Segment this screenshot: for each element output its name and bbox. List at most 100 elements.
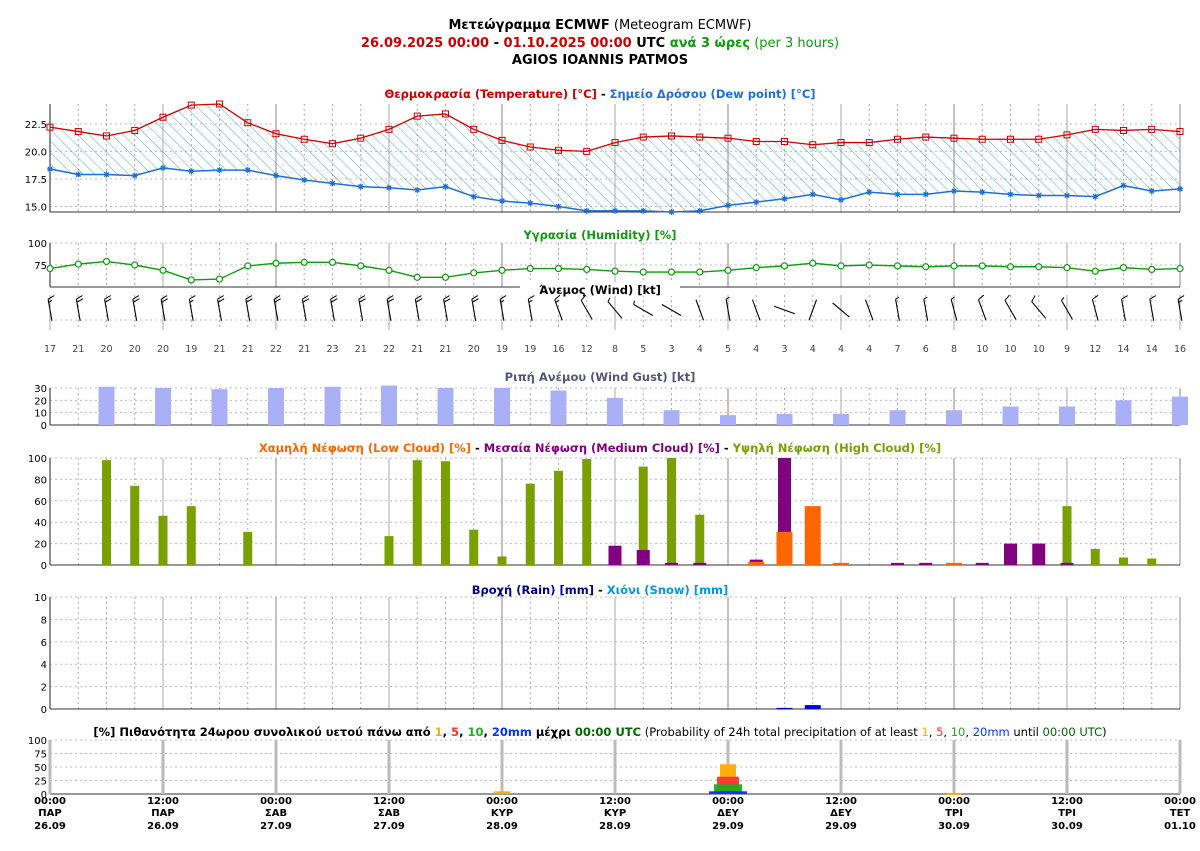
gust-title-part-0: Ριπή Ανέμου (Wind Gust) [kt] — [505, 370, 696, 384]
medium-cloud-bar-31 — [919, 562, 933, 565]
temp-point-3 — [131, 126, 139, 134]
dew-point-5 — [188, 168, 195, 175]
wind-barb-flag-0-0 — [47, 295, 55, 300]
wind-speed-2: 20 — [100, 344, 112, 355]
wind-barb-8 — [273, 295, 281, 321]
wind-barb-16 — [499, 295, 507, 321]
wind-barb-flag-11-1 — [359, 298, 366, 303]
dew-point-13 — [414, 186, 421, 193]
rain-ytick-5: 10 — [34, 593, 47, 604]
prob-title-part-6: , — [483, 725, 491, 739]
temp-point-36 — [1063, 131, 1071, 139]
dew-point-15 — [470, 193, 477, 200]
humidity-point-12 — [385, 266, 393, 274]
gust-bar-8 — [268, 388, 284, 425]
medium-cloud-bar-30 — [891, 562, 904, 565]
gust-bar-22 — [663, 410, 680, 425]
temp-point-20 — [611, 139, 619, 147]
wind-barb-flag-16-0 — [499, 295, 507, 300]
dew-point-30 — [894, 191, 901, 198]
time-tick-date-5: 28.09 — [599, 821, 631, 832]
wind-speed-23: 4 — [697, 344, 703, 355]
wind-speed-1: 21 — [72, 344, 84, 355]
prob-title-part-0: [%] Πιθανότητα 24ωρου συνολικού υετού πά… — [93, 725, 434, 739]
humidity-point-10 — [328, 258, 337, 266]
dew-point-7 — [244, 167, 251, 174]
wind-speed-35: 10 — [1033, 344, 1045, 355]
wind-barb-staff-33 — [977, 299, 987, 321]
prob-title-part-3: 5 — [451, 725, 459, 739]
gust-bar-32 — [946, 410, 962, 425]
time-tick-day-4: ΚΥΡ — [491, 808, 513, 819]
wind-barb-29 — [864, 299, 874, 321]
wind-barb-staff-7 — [245, 299, 251, 321]
cloud-title-part-3: - — [720, 441, 733, 455]
wind-barb-staff-0 — [47, 299, 53, 321]
wind-barb-staff-18 — [554, 299, 563, 321]
wind-speed-18: 16 — [552, 344, 564, 355]
wind-barb-staff-32 — [950, 299, 958, 321]
temperature-line — [49, 103, 1181, 153]
temp-point-12 — [385, 125, 393, 133]
wind-barb-staff-37 — [1091, 299, 1099, 321]
wind-title-part-0: Άνεμος (Wind) [kt] — [539, 283, 661, 297]
wind-barb-staff-39 — [1149, 299, 1155, 321]
rain-ytick-1: 2 — [41, 683, 47, 694]
wind-barb-flag-24-0 — [725, 296, 730, 300]
rain-title-part-2: Χιόνι (Snow) [mm] — [607, 583, 729, 597]
gust-bar-36 — [1059, 406, 1075, 425]
temp-point-39 — [1148, 125, 1156, 133]
humidity-point-19 — [583, 265, 591, 273]
wind-barb-staff-11 — [358, 299, 364, 321]
time-tick-date-2: 27.09 — [260, 821, 292, 832]
wind-speed-36: 9 — [1064, 344, 1070, 355]
wind-barb-22 — [661, 304, 682, 316]
humidity-point-5 — [187, 276, 195, 284]
rain-ytick-2: 4 — [41, 660, 47, 671]
humidity-point-39 — [1148, 265, 1156, 273]
title-english: (Meteogram ECMWF) — [613, 18, 752, 33]
humidity-point-40 — [1176, 264, 1184, 273]
wind-barb-24 — [725, 296, 731, 321]
high-cloud-bar-18 — [554, 470, 563, 565]
dew-point-37 — [1092, 193, 1099, 200]
temp-ytick-3: 22.5 — [25, 120, 47, 131]
wind-speed-10: 23 — [326, 344, 338, 355]
wind-barb-flag-37-0 — [1092, 294, 1099, 300]
prob-1mm-bar-4 — [494, 791, 510, 794]
humidity-point-20 — [611, 267, 619, 275]
wind-barb-flag-11-0 — [358, 295, 366, 300]
prob-grid: 0 25 50 75 100 — [28, 736, 1180, 801]
cloud-ytick-4: 80 — [34, 475, 47, 486]
medium-cloud-bar-35 — [1032, 543, 1046, 565]
wind-barb-staff-25 — [751, 299, 761, 321]
wind-barb-flag-17-1 — [528, 299, 533, 303]
temp-point-23 — [696, 133, 704, 141]
wind-barb-staff-4 — [160, 299, 166, 321]
prob-20mm-bar-6 — [709, 791, 747, 794]
high-cloud-bar-17 — [525, 483, 535, 565]
period-to: 01.10.2025 00:00 — [503, 36, 632, 51]
time-tick-date-8: 30.09 — [938, 821, 970, 832]
humidity-point-29 — [865, 261, 873, 269]
wind-barb-flag-34-0 — [1004, 294, 1010, 301]
time-tick-time-2: 00:00 — [260, 796, 292, 807]
period-utc: UTC — [631, 36, 670, 51]
wind-barb-staff-2 — [104, 299, 109, 321]
wind-barb-10 — [330, 295, 338, 321]
temp-point-13 — [413, 112, 421, 120]
wind-barb-staff-31 — [923, 299, 929, 321]
temp-point-29 — [865, 139, 873, 147]
wind-speed-11: 21 — [355, 344, 367, 355]
gust-bar-26 — [776, 413, 793, 425]
high-cloud-bar-12 — [384, 536, 394, 565]
location-name: AGIOS IOANNIS PATMOS — [511, 53, 689, 68]
gust-bar-18 — [550, 390, 567, 425]
wind-barb-flag-31-0 — [923, 296, 928, 300]
wind-speed-31: 6 — [923, 344, 929, 355]
